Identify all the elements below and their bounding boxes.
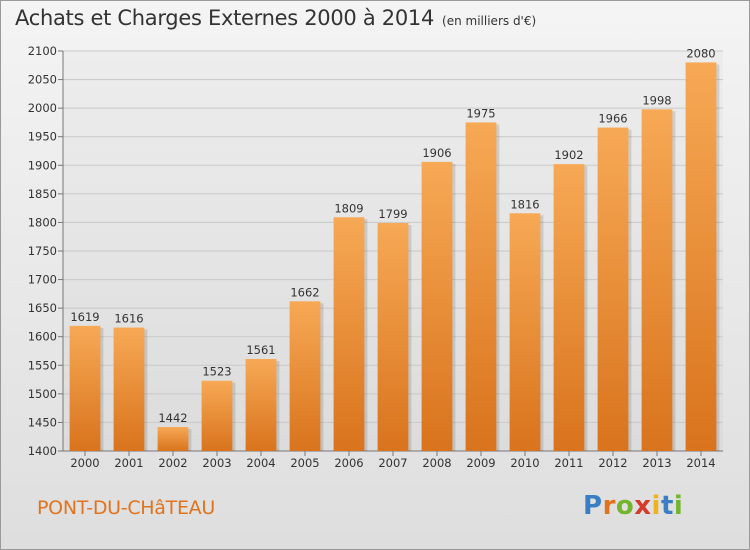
data-label-2007: 1799	[378, 207, 407, 221]
y-tick-label: 1500	[28, 387, 57, 401]
x-tick-label-2011: 2011	[554, 456, 583, 470]
data-label-2005: 1662	[290, 285, 319, 299]
y-tick-label: 2000	[28, 101, 57, 115]
data-label-2001: 1616	[114, 312, 143, 326]
bar-2012	[597, 127, 629, 452]
x-tick-label-2000: 2000	[70, 456, 99, 470]
y-tick-label: 1450	[28, 415, 57, 429]
logo-letter: r	[602, 491, 616, 521]
bar-2004	[245, 359, 277, 451]
chart-title-text: Achats et Charges Externes 2000 à 2014	[15, 6, 435, 30]
y-tick-label: 1800	[28, 215, 57, 229]
x-tick-label-2008: 2008	[422, 456, 451, 470]
logo-letter: x	[634, 491, 652, 521]
y-tick-label: 1750	[28, 244, 57, 258]
proxiti-logo: Proxiti	[583, 491, 683, 521]
bar-2000	[69, 325, 101, 451]
data-label-2004: 1561	[246, 343, 275, 357]
x-tick-label-2013: 2013	[642, 456, 671, 470]
x-tick-label-2002: 2002	[158, 456, 187, 470]
y-tick-label: 1400	[28, 444, 57, 458]
bar-2011	[553, 164, 585, 451]
y-tick-label: 1850	[28, 187, 57, 201]
x-tick-label-2001: 2001	[114, 456, 143, 470]
bar-2005	[289, 301, 321, 451]
x-tick-label-2003: 2003	[202, 456, 231, 470]
data-labels: 1619 1616 1442 1523 1561 1662 1809 1799 1906 1975…	[70, 46, 715, 425]
x-tick-label-2010: 2010	[510, 456, 539, 470]
data-label-2006: 1809	[334, 201, 363, 215]
bar-2003	[201, 380, 233, 451]
data-label-2003: 1523	[202, 365, 231, 379]
bar-2013	[641, 109, 673, 452]
y-tick-label: 1600	[28, 330, 57, 344]
x-tick-label-2005: 2005	[290, 456, 319, 470]
y-tick-label: 1650	[28, 301, 57, 315]
data-label-2002: 1442	[158, 411, 187, 425]
bar-2006	[333, 217, 365, 451]
x-tick-label-2007: 2007	[378, 456, 407, 470]
data-label-2012: 1966	[598, 112, 627, 126]
logo-letter: o	[615, 491, 635, 521]
x-tick-label-2004: 2004	[246, 456, 275, 470]
bar-2010	[509, 213, 541, 451]
bar-2007	[377, 223, 409, 451]
bar-2014	[685, 62, 717, 452]
bar-2002	[157, 427, 189, 451]
y-tick-label: 1550	[28, 358, 57, 372]
logo-letter: i	[673, 491, 684, 521]
x-tick-label-2014: 2014	[686, 456, 715, 470]
x-axis-ticks: 2000 2001 2002 2003 2004 2005 2006 2007 2008 2009…	[70, 451, 716, 470]
bar-2009	[465, 122, 497, 451]
y-tick-label: 1900	[28, 158, 57, 172]
x-tick-label-2009: 2009	[466, 456, 495, 470]
logo-letter: i	[651, 491, 661, 521]
place-name: PONT-DU-CHâTEAU	[37, 497, 215, 519]
y-tick-label: 1700	[28, 273, 57, 287]
data-label-2010: 1816	[510, 197, 539, 211]
x-tick-label-2012: 2012	[598, 456, 627, 470]
data-label-2008: 1906	[422, 146, 451, 160]
logo-letter: t	[660, 491, 674, 521]
y-tick-label: 2100	[28, 44, 57, 58]
data-label-2014: 2080	[686, 46, 715, 60]
data-label-2009: 1975	[466, 106, 495, 120]
chart-unit: (en milliers d'€)	[442, 14, 537, 28]
y-tick-label: 1950	[28, 130, 57, 144]
logo-letter: P	[583, 491, 603, 521]
data-label-2011: 1902	[554, 148, 583, 162]
bar-2001	[113, 327, 145, 451]
y-tick-label: 2050	[28, 73, 57, 87]
data-label-2000: 1619	[70, 310, 99, 324]
x-tick-label-2006: 2006	[334, 456, 363, 470]
bar-2008	[421, 161, 453, 451]
bars	[69, 62, 720, 452]
data-label-2013: 1998	[642, 93, 671, 107]
chart-title: Achats et Charges Externes 2000 à 2014 (e…	[15, 6, 536, 30]
